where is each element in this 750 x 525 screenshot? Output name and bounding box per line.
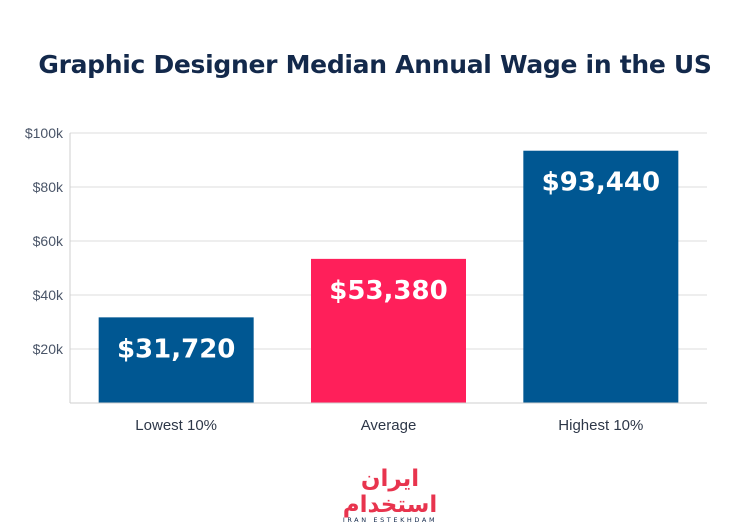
bar [523,150,679,403]
x-tick-label: Lowest 10% [135,417,217,434]
bar [311,258,466,403]
bar-value-label: $93,440 [542,168,660,198]
y-tick-label: $100k [25,125,64,141]
y-tick-label: $40k [33,287,64,303]
x-tick-label: Highest 10% [558,417,643,434]
y-tick-label: $80k [33,179,64,195]
y-tick-label: $60k [33,233,64,249]
y-tick-label: $20k [33,341,64,357]
bar [98,317,254,403]
chart-title: Graphic Designer Median Annual Wage in t… [38,50,712,79]
brand-logo: ایران استخدام IRAN ESTEKHDAM [315,466,465,524]
logo-subtitle: IRAN ESTEKHDAM [342,516,438,524]
x-tick-label: Average [361,417,417,434]
bar-value-label: $53,380 [329,276,447,306]
y-axis: $20k $40k $60k $80k $100k [25,125,71,403]
bars: $31,720 $53,380 $93,440 [98,150,679,403]
bar-value-label: $31,720 [117,334,235,364]
x-axis: Lowest 10% Average Highest 10% [70,402,707,434]
logo-mark: ایران استخدام [342,466,438,518]
